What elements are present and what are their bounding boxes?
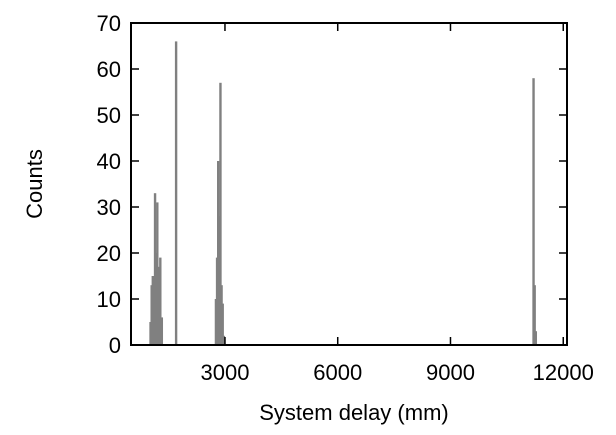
bar <box>219 82 222 346</box>
x-tick-label: 9000 <box>426 360 475 385</box>
y-tick-label: 50 <box>97 103 121 128</box>
y-tick-label: 0 <box>109 333 121 358</box>
bars-group <box>149 41 538 346</box>
x-tick-label: 12000 <box>533 360 594 385</box>
y-tick-label: 30 <box>97 195 121 220</box>
x-tick-label: 3000 <box>200 360 249 385</box>
y-tick-label: 70 <box>97 11 121 36</box>
x-axis-label: System delay (mm) <box>259 400 448 425</box>
y-tick-label: 10 <box>97 287 121 312</box>
x-tick-label: 6000 <box>313 360 362 385</box>
bar <box>221 303 224 345</box>
y-axis-label: Counts <box>22 149 47 219</box>
bar <box>174 41 178 346</box>
y-tick-label: 40 <box>97 149 121 174</box>
bar <box>159 257 162 345</box>
ticks-group <box>131 22 567 346</box>
y-tick-label: 20 <box>97 241 121 266</box>
bar <box>532 78 535 345</box>
tick-labels-group: 0 10 20 30 40 50 60 70 3000 6000 9000 12000 <box>97 11 594 385</box>
bar <box>534 331 538 345</box>
bar <box>222 335 226 345</box>
plot-frame <box>130 22 568 346</box>
bar <box>533 285 536 345</box>
bar <box>157 266 160 345</box>
bar <box>160 317 164 345</box>
y-tick-label: 60 <box>97 57 121 82</box>
